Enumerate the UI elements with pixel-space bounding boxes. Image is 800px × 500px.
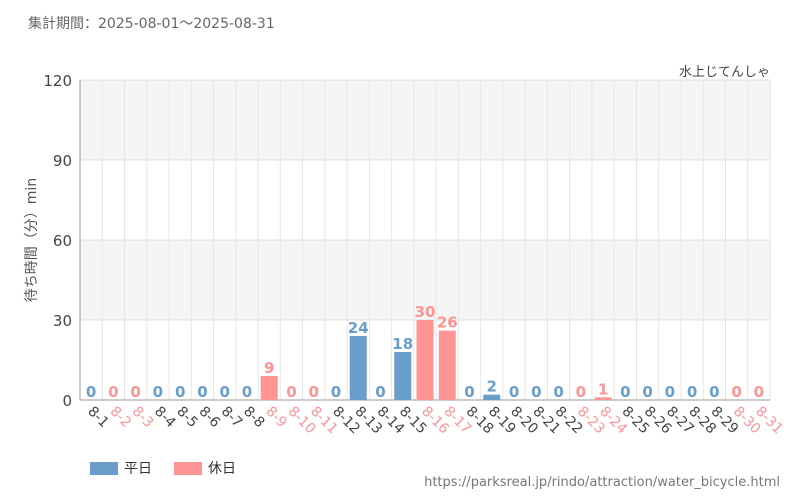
x-tick-label-8-5: 8-5 (173, 404, 200, 431)
y-axis-title: 待ち時間（分）min (24, 178, 40, 302)
data-label-8-14: 0 (375, 383, 385, 401)
data-label-8-9: 9 (264, 359, 274, 377)
data-label-8-29: 0 (709, 383, 719, 401)
bar-8-24 (594, 397, 612, 400)
data-label-8-22: 0 (553, 383, 563, 401)
legend-swatch-weekday (90, 461, 118, 475)
data-label-8-16: 30 (415, 303, 436, 321)
data-label-8-8: 0 (242, 383, 252, 401)
bar-8-17 (438, 330, 456, 400)
data-label-8-5: 0 (175, 383, 185, 401)
bar-8-9 (260, 376, 278, 400)
x-tick-label-8-3: 8-3 (129, 404, 156, 431)
y-tick-label: 0 (62, 392, 72, 410)
bar-8-15 (394, 352, 412, 400)
x-tick-label-8-2: 8-2 (107, 404, 134, 431)
x-tick-label-8-9: 8-9 (262, 404, 289, 431)
legend-swatch-holiday (174, 461, 202, 475)
data-label-8-31: 0 (754, 383, 764, 401)
legend-label-holiday: 休日 (208, 461, 236, 477)
x-tick-label-8-1: 8-1 (84, 404, 111, 431)
grid-band (80, 240, 770, 320)
legend: 平日 休日 (90, 458, 236, 478)
bar-8-13 (349, 336, 367, 400)
data-label-8-18: 0 (464, 383, 474, 401)
bar-8-19 (483, 394, 501, 400)
data-label-8-13: 24 (348, 319, 369, 337)
data-label-8-17: 26 (437, 314, 458, 332)
legend-item-weekday: 平日 (90, 458, 152, 478)
y-tick-label: 90 (53, 152, 72, 170)
data-label-8-21: 0 (531, 383, 541, 401)
source-url: https://parksreal.jp/rindo/attraction/wa… (424, 475, 780, 490)
y-tick-label: 60 (53, 232, 72, 250)
chart-title: 水上じてんしゃ (678, 65, 770, 80)
data-label-8-3: 0 (130, 383, 140, 401)
x-tick-label-8-6: 8-6 (196, 404, 224, 432)
y-tick-label: 120 (43, 72, 72, 90)
grid-band (80, 80, 770, 160)
x-tick-label-8-8: 8-8 (240, 404, 267, 431)
data-label-8-15: 18 (392, 335, 413, 353)
data-label-8-4: 0 (153, 383, 163, 401)
data-label-8-25: 0 (620, 383, 630, 401)
x-tick-label-8-4: 8-4 (151, 404, 179, 432)
legend-item-holiday: 休日 (174, 458, 236, 478)
data-label-8-10: 0 (286, 383, 296, 401)
data-label-8-6: 0 (197, 383, 207, 401)
data-label-8-24: 1 (598, 380, 608, 398)
data-label-8-1: 0 (86, 383, 96, 401)
period-label: 集計期間：2025-08-01～2025-08-31 (28, 16, 275, 32)
y-tick-label: 30 (53, 312, 72, 330)
data-label-8-26: 0 (642, 383, 652, 401)
data-label-8-12: 0 (331, 383, 341, 401)
data-label-8-28: 0 (687, 383, 697, 401)
data-label-8-23: 0 (576, 383, 586, 401)
data-label-8-11: 0 (308, 383, 318, 401)
bar-8-16 (416, 320, 434, 400)
data-label-8-19: 2 (487, 378, 497, 396)
data-label-8-30: 0 (731, 383, 741, 401)
legend-label-weekday: 平日 (124, 461, 152, 477)
data-label-8-2: 0 (108, 383, 118, 401)
data-label-8-7: 0 (219, 383, 229, 401)
data-label-8-20: 0 (509, 383, 519, 401)
data-label-8-27: 0 (665, 383, 675, 401)
x-tick-label-8-7: 8-7 (218, 404, 245, 431)
